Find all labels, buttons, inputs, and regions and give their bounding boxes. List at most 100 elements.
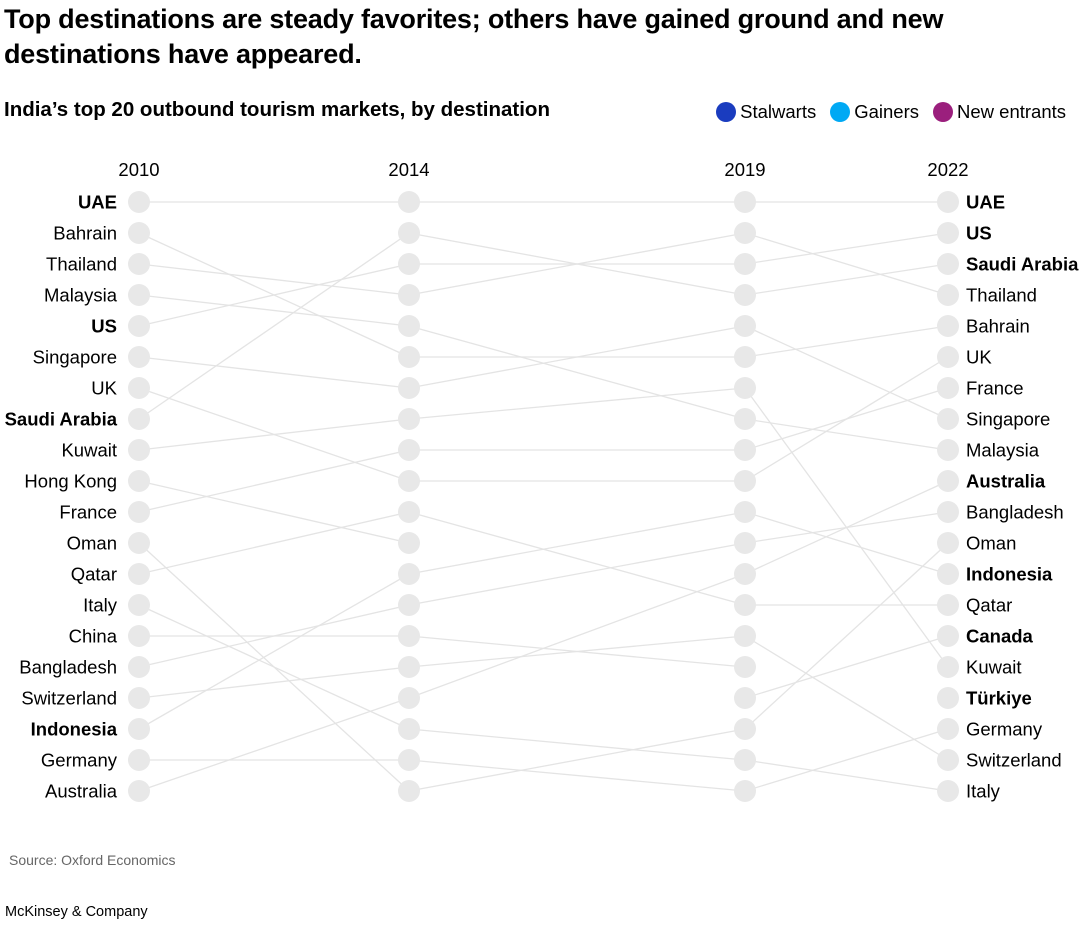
rank-dot-2010-12: [128, 532, 150, 554]
rank-dot-2014-14: [398, 594, 420, 616]
line-switzerland-2010-2014: [138, 666, 410, 699]
rank-dot-2022-8: [937, 408, 959, 430]
label-2010-hong-kong: Hong Kong: [24, 471, 117, 492]
line-france-2010-2014: [138, 449, 410, 513]
rank-dot-2010-2: [128, 222, 150, 244]
rank-dot-2022-4: [937, 284, 959, 306]
label-2022-bangladesh: Bangladesh: [966, 502, 1064, 523]
label-2022-saudi-arabia: Saudi Arabia: [966, 254, 1079, 275]
line-kuwait-2014-2019: [408, 387, 746, 420]
rank-dot-2019-13: [734, 563, 756, 585]
rank-dot-2019-19: [734, 749, 756, 771]
rank-dot-2019-18: [734, 718, 756, 740]
rank-dot-2019-9: [734, 439, 756, 461]
rank-dot-2014-7: [398, 377, 420, 399]
legend-item-gainers[interactable]: Gainers: [830, 101, 919, 123]
rank-dot-2019-8: [734, 408, 756, 430]
rank-dot-2019-11: [734, 501, 756, 523]
line-indonesia-2010-2014: [138, 573, 410, 730]
rank-dots: [128, 191, 959, 802]
rank-dot-2014-13: [398, 563, 420, 585]
label-2010-kuwait: Kuwait: [61, 440, 117, 461]
rank-dot-2014-9: [398, 439, 420, 461]
rank-dot-2022-3: [937, 253, 959, 275]
line-malaysia-2019-2022: [744, 418, 949, 451]
rank-dot-2019-2: [734, 222, 756, 244]
label-2022-australia: Australia: [966, 471, 1046, 492]
label-2022-italy: Italy: [966, 781, 1001, 802]
rank-dot-2010-6: [128, 346, 150, 368]
rank-dot-2014-3: [398, 253, 420, 275]
line-france-2019-2022: [744, 387, 949, 451]
rank-dot-2010-13: [128, 563, 150, 585]
rank-dot-2019-12: [734, 532, 756, 554]
rank-dot-2014-6: [398, 346, 420, 368]
label-2022-malaysia: Malaysia: [966, 440, 1040, 461]
rank-dot-2010-5: [128, 315, 150, 337]
line-singapore-2014-2019: [408, 325, 746, 389]
rank-dot-2022-1: [937, 191, 959, 213]
label-2022-canada: Canada: [966, 626, 1034, 647]
line-malaysia-2010-2014: [138, 294, 410, 327]
rank-dot-2022-18: [937, 718, 959, 740]
label-2010-thailand: Thailand: [46, 254, 117, 275]
rank-dot-2014-18: [398, 718, 420, 740]
rank-dot-2022-11: [937, 501, 959, 523]
line-qatar-2014-2019: [408, 511, 746, 606]
line-australia-2010-2014: [138, 697, 410, 792]
line-singapore-2010-2014: [138, 356, 410, 389]
year-label-2010: 2010: [118, 159, 159, 180]
label-2010-malaysia: Malaysia: [44, 285, 118, 306]
rank-dot-2022-20: [937, 780, 959, 802]
line-thailand-2010-2014: [138, 263, 410, 296]
legend-item-stalwarts[interactable]: Stalwarts: [716, 101, 816, 123]
line-australia-2019-2022: [744, 480, 949, 575]
rank-dot-2022-10: [937, 470, 959, 492]
label-2022-thailand: Thailand: [966, 285, 1037, 306]
label-2022-t-rkiye: Türkiye: [966, 688, 1032, 709]
line-indonesia-2014-2019: [408, 511, 746, 575]
legend: Stalwarts Gainers New entrants: [716, 101, 1066, 123]
rank-dot-2014-1: [398, 191, 420, 213]
line-thailand-2019-2022: [744, 232, 949, 296]
rank-dot-2010-15: [128, 625, 150, 647]
label-2022-kuwait: Kuwait: [966, 657, 1022, 678]
rank-dot-2019-7: [734, 377, 756, 399]
rank-dot-2014-19: [398, 749, 420, 771]
label-2010-italy: Italy: [83, 595, 118, 616]
legend-item-new-entrants[interactable]: New entrants: [933, 101, 1066, 123]
rank-dot-2019-3: [734, 253, 756, 275]
label-2022-france: France: [966, 378, 1024, 399]
year-label-2014: 2014: [388, 159, 429, 180]
rank-dot-2019-14: [734, 594, 756, 616]
label-2022-uk: UK: [966, 347, 992, 368]
rank-dot-2019-16: [734, 656, 756, 678]
label-2010-australia: Australia: [45, 781, 118, 802]
line-australia-2014-2019: [408, 573, 746, 699]
line-switzerland-2019-2022: [744, 635, 949, 761]
source-note: Source: Oxford Economics: [9, 852, 176, 868]
line-hong-kong-2010-2014: [138, 480, 410, 544]
label-2022-qatar: Qatar: [966, 595, 1012, 616]
line-oman-2014-2019: [408, 728, 746, 792]
label-2022-indonesia: Indonesia: [966, 564, 1053, 585]
line-italy-2014-2019: [408, 728, 746, 761]
rank-dot-2022-2: [937, 222, 959, 244]
label-2010-bangladesh: Bangladesh: [19, 657, 117, 678]
label-2010-qatar: Qatar: [71, 564, 117, 585]
rank-dot-2010-20: [128, 780, 150, 802]
rank-dot-2010-7: [128, 377, 150, 399]
rank-dot-2010-17: [128, 687, 150, 709]
label-2010-china: China: [69, 626, 118, 647]
rank-dot-2022-9: [937, 439, 959, 461]
line-italy-2019-2022: [744, 759, 949, 792]
rank-dot-2010-11: [128, 501, 150, 523]
label-2010-france: France: [59, 502, 117, 523]
rank-dot-2022-19: [937, 749, 959, 771]
year-label-2022: 2022: [927, 159, 968, 180]
legend-label: New entrants: [957, 101, 1066, 122]
rank-dot-2010-16: [128, 656, 150, 678]
chart-title: Top destinations are steady favorites; o…: [4, 4, 944, 69]
legend-swatch-gainers: [830, 102, 851, 122]
label-2022-us: US: [966, 223, 992, 244]
